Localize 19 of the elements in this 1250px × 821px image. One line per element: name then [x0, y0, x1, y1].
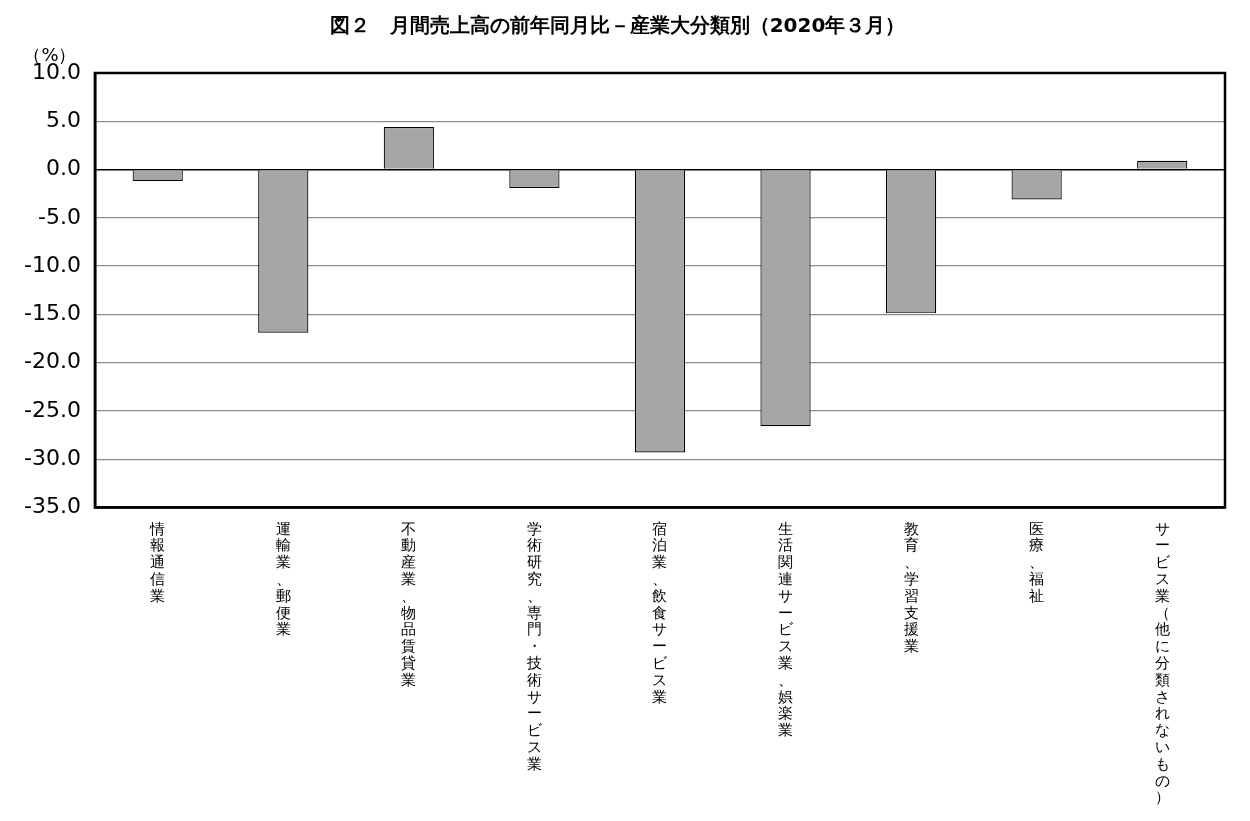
- y-tick-label: -10.0: [23, 251, 81, 277]
- y-tick-label: -30.0: [23, 444, 81, 470]
- category-label: 学術研究、専門・技術サービス業: [526, 519, 542, 773]
- x-tick-label: 医療、福祉: [1029, 519, 1045, 605]
- x-tick-label: 情報通信業: [149, 519, 166, 605]
- y-tick-label: -20.0: [23, 348, 81, 374]
- category-label: サービス業（他に分類されないもの）: [1154, 519, 1170, 807]
- chart-title: 図２ 月間売上高の前年同月比－産業大分類別（2020年３月）: [329, 13, 906, 38]
- y-tick-label: 5.0: [45, 106, 81, 132]
- y-tick-label: -5.0: [37, 203, 81, 229]
- x-tick-label: 教育、学習支援業: [903, 519, 919, 656]
- y-tick-label: 0.0: [45, 155, 81, 181]
- category-label: 生活関連サービス業、娯楽業: [778, 519, 794, 740]
- y-tick-label: -35.0: [23, 493, 81, 519]
- x-tick-label: 運輸業、郵便業: [275, 519, 291, 639]
- category-label: 不動産業、物品賃貸業: [401, 519, 417, 689]
- y-tick-label: -25.0: [23, 396, 81, 422]
- category-label: 宿泊業、飲食サービス業: [652, 519, 668, 706]
- y-tick-label: -15.0: [23, 300, 81, 326]
